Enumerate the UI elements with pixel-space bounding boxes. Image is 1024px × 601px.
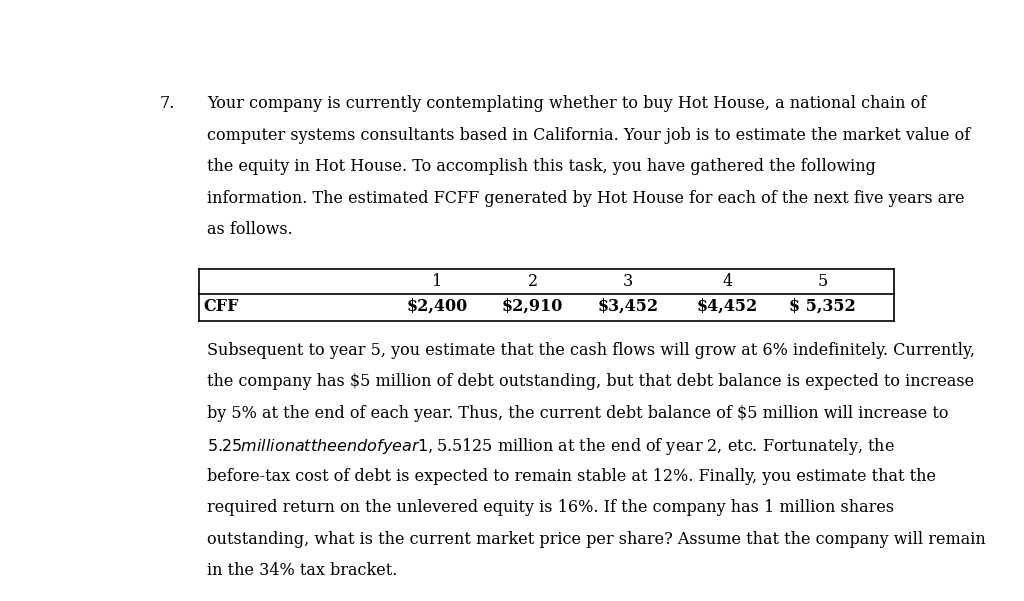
Text: 7.: 7. <box>160 95 175 112</box>
Text: by 5% at the end of each year. Thus, the current debt balance of $5 million will: by 5% at the end of each year. Thus, the… <box>207 405 949 422</box>
Text: $4,452: $4,452 <box>696 298 758 315</box>
Text: Your company is currently contemplating whether to buy Hot House, a national cha: Your company is currently contemplating … <box>207 95 927 112</box>
Text: 1: 1 <box>432 273 442 290</box>
Text: $2,400: $2,400 <box>407 298 468 315</box>
Text: before-tax cost of debt is expected to remain stable at 12%. Finally, you estima: before-tax cost of debt is expected to r… <box>207 468 936 485</box>
Text: as follows.: as follows. <box>207 221 293 238</box>
Text: $5.25 million at the end of year 1, $5.5125 million at the end of year 2, etc. F: $5.25 million at the end of year 1, $5.5… <box>207 436 895 457</box>
Text: outstanding, what is the current market price per share? Assume that the company: outstanding, what is the current market … <box>207 531 986 548</box>
Text: in the 34% tax bracket.: in the 34% tax bracket. <box>207 562 397 579</box>
Text: 2: 2 <box>527 273 538 290</box>
Text: 5: 5 <box>817 273 827 290</box>
Text: 4: 4 <box>722 273 732 290</box>
Text: computer systems consultants based in California. Your job is to estimate the ma: computer systems consultants based in Ca… <box>207 127 971 144</box>
Text: Subsequent to year 5, you estimate that the cash flows will grow at 6% indefinit: Subsequent to year 5, you estimate that … <box>207 342 975 359</box>
Text: 3: 3 <box>623 273 633 290</box>
Text: $2,910: $2,910 <box>502 298 563 315</box>
Text: $3,452: $3,452 <box>597 298 658 315</box>
Text: the company has $5 million of debt outstanding, but that debt balance is expecte: the company has $5 million of debt outst… <box>207 373 975 391</box>
Text: information. The estimated FCFF generated by Hot House for each of the next five: information. The estimated FCFF generate… <box>207 190 965 207</box>
Text: CFF: CFF <box>204 298 239 315</box>
Text: required return on the unlevered equity is 16%. If the company has 1 million sha: required return on the unlevered equity … <box>207 499 895 516</box>
Text: the equity in Hot House. To accomplish this task, you have gathered the followin: the equity in Hot House. To accomplish t… <box>207 158 877 175</box>
Text: $ 5,352: $ 5,352 <box>790 298 856 315</box>
